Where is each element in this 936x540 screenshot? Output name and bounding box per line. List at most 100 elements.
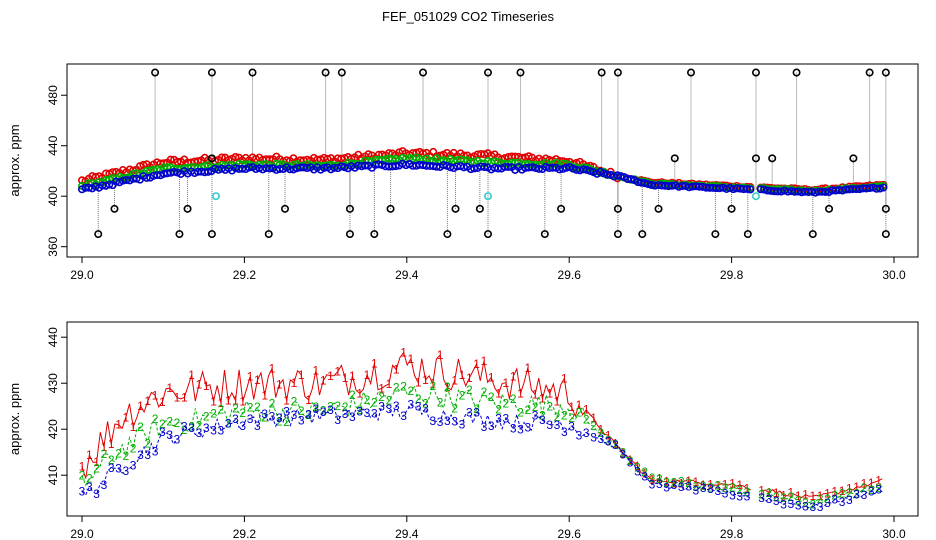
point-series-1: [384, 149, 393, 158]
point-series-3: [170, 167, 179, 176]
data-layer: [78, 68, 890, 239]
point-label-series-2: 2: [663, 476, 670, 490]
point-label-series-2: 2: [203, 410, 210, 424]
point-label-series-2: 2: [795, 494, 802, 508]
point-label-series-1: 1: [218, 396, 225, 410]
point-label-series-2: 2: [130, 441, 137, 455]
point-label-series-3: 3: [605, 434, 612, 448]
point-series-1: [166, 155, 175, 164]
point-label-series-1: 1: [196, 378, 203, 392]
point-label-series-1: 1: [313, 364, 320, 378]
point-label-series-2: 2: [824, 492, 831, 506]
point-label-series-2: 2: [568, 411, 575, 425]
point-label-series-1: 1: [225, 394, 232, 408]
point-label-series-3: 3: [408, 398, 415, 412]
point-label-series-3: 3: [846, 493, 853, 507]
point-spikes_low: [881, 230, 890, 239]
point-label-series-2: 2: [210, 406, 217, 420]
point-label-series-2: 2: [649, 471, 656, 485]
point-label-series-3: 3: [305, 408, 312, 422]
point-label-series-1: 1: [736, 478, 743, 492]
point-label-series-3: 3: [758, 491, 765, 505]
point-label-series-3: 3: [371, 406, 378, 420]
point-label-series-3: 3: [276, 411, 283, 425]
point-label-series-1: 1: [861, 476, 868, 490]
point-series-1: [303, 155, 312, 164]
point-label-series-3: 3: [744, 489, 751, 503]
point-label-series-2: 2: [773, 490, 780, 504]
point-spikes_high: [337, 68, 346, 77]
point-label-series-2: 2: [196, 419, 203, 433]
point-label-series-1: 1: [232, 393, 239, 407]
point-mid_black: [183, 204, 192, 213]
point-label-series-1: 1: [422, 373, 429, 387]
point-mid_black: [727, 204, 736, 213]
point-label-series-2: 2: [444, 380, 451, 394]
point-label-series-3: 3: [137, 448, 144, 462]
point-mid_black: [613, 204, 622, 213]
point-label-series-2: 2: [481, 385, 488, 399]
point-label-series-1: 1: [261, 388, 268, 402]
point-label-series-2: 2: [641, 465, 648, 479]
point-spikes_low: [638, 230, 647, 239]
point-label-series-2: 2: [459, 388, 466, 402]
point-label-series-2: 2: [700, 479, 707, 493]
point-label-series-1: 1: [393, 363, 400, 377]
point-label-series-1: 1: [707, 478, 714, 492]
point-series-3: [613, 171, 622, 180]
point-mid_black: [557, 204, 566, 213]
point-label-series-1: 1: [539, 392, 546, 406]
point-label-series-2: 2: [291, 394, 298, 408]
point-label-series-2: 2: [305, 408, 312, 422]
point-label-series-1: 1: [451, 373, 458, 387]
x-tick-label: 29.2: [233, 527, 257, 540]
point-label-series-1: 1: [561, 371, 568, 385]
point-label-series-3: 3: [327, 403, 334, 417]
point-label-series-1: 1: [802, 488, 809, 502]
point-label-series-2: 2: [247, 401, 254, 415]
point-label-series-3: 3: [861, 488, 868, 502]
point-label-series-3: 3: [598, 432, 605, 446]
point-label-series-2: 2: [466, 383, 473, 397]
x-tick-label: 29.6: [558, 527, 582, 540]
point-label-series-1: 1: [634, 459, 641, 473]
point-label-series-1: 1: [400, 346, 407, 360]
point-label-series-2: 2: [539, 408, 546, 422]
point-series-3: [142, 173, 151, 182]
point-series-3: [132, 174, 141, 183]
point-series-3: [459, 163, 468, 172]
series-line-3: [81, 403, 883, 509]
series-line-1: [81, 351, 883, 499]
point-label-series-2: 2: [685, 476, 692, 490]
point-cyan: [483, 192, 492, 201]
point-label-series-1: 1: [678, 476, 685, 490]
point-label-series-1: 1: [137, 399, 144, 413]
point-label-series-3: 3: [700, 481, 707, 495]
point-label-series-3: 3: [473, 405, 480, 419]
point-label-series-1: 1: [612, 436, 619, 450]
point-label-series-1: 1: [744, 481, 751, 495]
point-label-series-1: 1: [590, 411, 597, 425]
point-label-series-3: 3: [313, 402, 320, 416]
point-label-series-2: 2: [188, 419, 195, 433]
point-label-series-3: 3: [824, 496, 831, 510]
point-label-series-2: 2: [495, 403, 502, 417]
point-label-series-3: 3: [561, 425, 568, 439]
point-label-series-3: 3: [349, 410, 356, 424]
x-tick-label: 29.6: [558, 268, 582, 282]
point-label-series-3: 3: [839, 495, 846, 509]
point-label-series-2: 2: [79, 468, 86, 482]
point-label-series-3: 3: [283, 404, 290, 418]
point-series-3: [743, 184, 752, 193]
point-label-series-3: 3: [115, 462, 122, 476]
point-label-series-2: 2: [144, 436, 151, 450]
point-label-series-3: 3: [788, 497, 795, 511]
point-label-series-3: 3: [93, 487, 100, 501]
y-axis-label: approx. ppm: [7, 124, 22, 196]
point-label-series-2: 2: [298, 404, 305, 418]
point-label-series-2: 2: [729, 481, 736, 495]
point-label-series-1: 1: [495, 386, 502, 400]
point-label-series-1: 1: [371, 357, 378, 371]
y-tick-label: 430: [46, 373, 60, 393]
